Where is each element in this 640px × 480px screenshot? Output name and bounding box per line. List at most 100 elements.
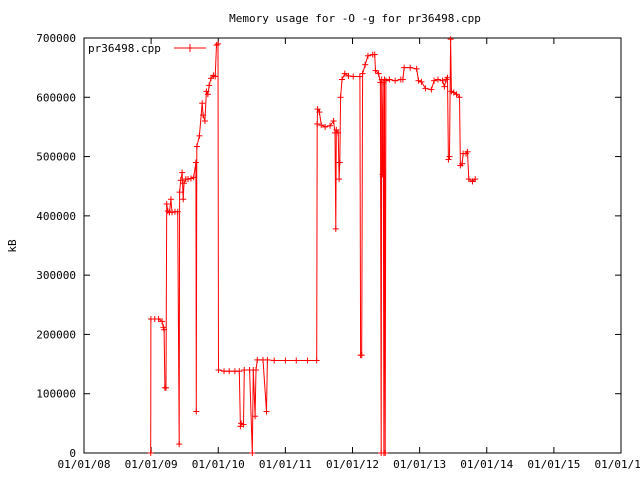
data-point-marker — [401, 64, 408, 71]
data-point-marker — [187, 175, 194, 182]
data-point-marker — [252, 413, 259, 420]
data-point-marker — [221, 368, 228, 375]
data-point-marker — [167, 196, 174, 203]
data-point-marker — [465, 176, 472, 183]
data-point-marker — [155, 316, 162, 323]
data-point-marker — [332, 225, 339, 232]
y-tick-label: 500000 — [36, 151, 76, 164]
data-point-marker — [161, 326, 168, 333]
data-point-marker — [358, 352, 365, 359]
data-point-marker — [236, 368, 243, 375]
data-point-marker — [464, 148, 471, 155]
x-tick-label: 01/01/13 — [393, 458, 446, 471]
data-point-marker — [337, 94, 344, 101]
data-point-marker — [364, 52, 371, 59]
data-point-marker — [264, 356, 271, 363]
data-point-marker — [356, 73, 363, 80]
data-point-marker — [444, 74, 451, 81]
data-point-marker — [341, 70, 348, 77]
data-point-marker — [431, 77, 438, 84]
data-point-marker — [422, 85, 429, 92]
data-point-marker — [314, 120, 321, 127]
data-point-marker — [190, 174, 197, 181]
data-point-marker — [339, 76, 346, 83]
data-point-marker — [199, 100, 206, 107]
data-point-marker — [206, 82, 213, 89]
y-tick-label: 700000 — [36, 32, 76, 45]
data-point-marker — [439, 77, 446, 84]
data-point-marker — [316, 109, 323, 116]
data-point-marker — [407, 64, 414, 71]
data-point-marker — [345, 72, 352, 79]
data-point-marker — [193, 143, 200, 150]
data-point-marker — [213, 42, 220, 49]
y-tick-label: 200000 — [36, 328, 76, 341]
data-point-marker — [350, 73, 357, 80]
legend-label: pr36498.cpp — [88, 42, 161, 55]
x-tick-label: 01/01/08 — [58, 458, 111, 471]
data-point-marker — [293, 357, 300, 364]
data-point-marker — [322, 123, 329, 130]
data-point-marker — [177, 177, 184, 184]
data-point-marker — [249, 450, 256, 456]
data-point-marker — [212, 73, 219, 80]
data-point-marker — [254, 356, 261, 363]
y-tick-label: 600000 — [36, 91, 76, 104]
data-point-marker — [336, 176, 343, 183]
x-tick-label: 01/01/11 — [259, 458, 312, 471]
data-point-marker — [362, 61, 369, 68]
data-point-marker — [304, 357, 311, 364]
data-point-marker — [372, 67, 379, 74]
data-point-marker — [240, 421, 247, 428]
data-point-marker — [447, 36, 454, 43]
data-point-marker — [382, 450, 389, 456]
data-point-marker — [445, 156, 452, 163]
data-point-marker — [375, 70, 382, 77]
data-point-marker — [441, 83, 448, 90]
data-point-marker — [282, 357, 289, 364]
data-point-marker — [180, 196, 187, 203]
x-tick-label: 01/01/16 — [595, 458, 640, 471]
data-point-marker — [169, 209, 176, 216]
data-point-marker — [162, 384, 169, 391]
data-point-marker — [271, 357, 278, 364]
x-tick-label: 01/01/10 — [192, 458, 245, 471]
data-point-marker — [434, 76, 441, 83]
data-point-marker — [163, 201, 170, 207]
data-point-marker — [200, 112, 207, 119]
data-point-marker — [379, 171, 386, 178]
data-point-marker — [327, 122, 334, 129]
x-tick-label: 01/01/14 — [460, 458, 513, 471]
data-point-marker — [196, 132, 203, 139]
data-point-marker — [336, 159, 343, 166]
y-axis-label: kB — [6, 239, 19, 253]
x-tick-label: 01/01/12 — [326, 458, 379, 471]
data-point-marker — [192, 159, 199, 166]
legend: pr36498.cpp — [88, 42, 206, 55]
y-tick-label: 300000 — [36, 269, 76, 282]
data-point-marker — [159, 318, 166, 325]
data-point-marker — [428, 86, 435, 93]
data-point-marker — [237, 423, 244, 430]
data-point-marker — [226, 368, 233, 375]
data-point-marker — [359, 70, 366, 77]
data-point-marker — [472, 176, 479, 183]
data-point-marker — [413, 65, 420, 72]
y-tick-label: 400000 — [36, 210, 76, 223]
chart-title: Memory usage for -O -g for pr36498.cpp — [229, 12, 481, 25]
data-point-marker — [386, 76, 393, 83]
data-point-marker — [330, 118, 337, 124]
data-point-marker — [453, 91, 460, 98]
data-point-marker — [179, 169, 186, 176]
data-point-marker — [176, 441, 183, 448]
data-point-marker — [253, 367, 260, 373]
data-point-marker — [214, 40, 221, 47]
data-point-marker — [318, 122, 325, 129]
data-point-marker — [185, 176, 192, 183]
data-point-marker — [176, 189, 183, 196]
data-point-marker — [180, 180, 187, 187]
data-point-marker — [193, 408, 200, 415]
data-point-marker — [415, 77, 422, 84]
